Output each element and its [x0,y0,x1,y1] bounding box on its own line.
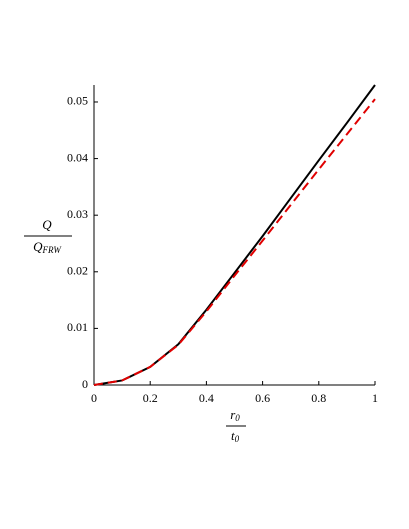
x-tick-label: 0.4 [199,391,214,405]
y-tick-label: 0 [82,377,88,391]
x-label-den-text: t [231,428,235,443]
x-label-numerator: r0 [230,407,240,423]
y-tick-label: 0.02 [67,264,88,278]
y-label-den-sub: FRW [42,245,63,255]
y-label-denominator: QFRW [33,239,62,255]
x-label-num-sub: 0 [235,413,240,423]
y-tick-label: 0.03 [67,207,88,221]
x-tick-label: 1 [372,391,378,405]
x-tick-label: 0.6 [255,391,270,405]
y-label-num-text: Q [42,217,52,232]
series-line [93,98,376,386]
y-label-numerator: Q [42,217,52,232]
x-tick-label: 0.8 [311,391,326,405]
y-tick-label: 0.04 [67,150,88,164]
y-label-den-text: Q [33,239,43,254]
y-tick-label: 0.05 [67,94,88,108]
x-label-den-sub: 0 [235,434,240,444]
x-label-denominator: t0 [231,428,240,444]
x-label-num-text: r [230,407,236,422]
series-line [93,84,376,386]
y-tick-label: 0.01 [67,320,88,334]
x-tick-label: 0.2 [143,391,158,405]
x-tick-label: 0 [91,391,97,405]
